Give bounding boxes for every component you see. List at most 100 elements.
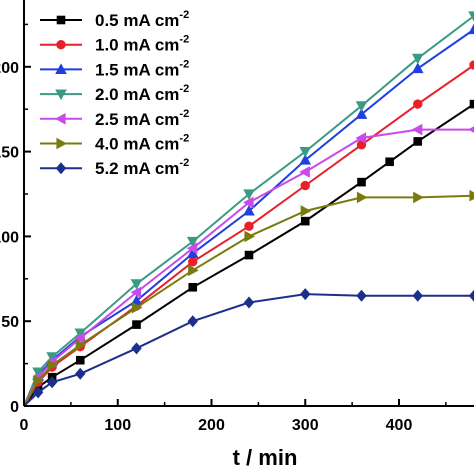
data-point xyxy=(244,221,254,231)
data-point xyxy=(32,367,44,379)
legend-entry: 5.2 mA cm-2 xyxy=(40,157,189,178)
data-point xyxy=(355,108,368,119)
data-point xyxy=(244,250,254,260)
data-point xyxy=(355,101,368,112)
series-line xyxy=(23,128,474,407)
data-point xyxy=(413,137,423,146)
legend-label: 1.0 mA cm-2 xyxy=(95,34,189,55)
data-point xyxy=(469,99,474,109)
legend-entry: 0.5 mA cm-2 xyxy=(40,9,189,30)
series-line xyxy=(23,28,474,407)
x-tick-label: 100 xyxy=(104,417,131,434)
data-point xyxy=(468,126,474,133)
data-point xyxy=(132,320,141,329)
data-point xyxy=(188,282,198,292)
axes: 0 100 200 300 400 0 50 100 150 200 xyxy=(0,0,474,434)
x-tick-label: 300 xyxy=(292,417,319,434)
legend-label: 1.5 mA cm-2 xyxy=(95,58,189,79)
data-point xyxy=(300,205,312,217)
data-point xyxy=(468,23,474,35)
x-tick-label: 200 xyxy=(198,417,225,434)
data-point xyxy=(469,60,474,70)
data-point xyxy=(131,301,143,314)
legend-entry: 2.0 mA cm-2 xyxy=(40,83,189,104)
data-point xyxy=(243,189,255,200)
data-point xyxy=(243,296,255,309)
legend-label: 5.2 mA cm-2 xyxy=(95,157,189,178)
data-point xyxy=(188,264,199,277)
data-point xyxy=(468,11,474,22)
series-1 xyxy=(23,99,474,407)
data-point xyxy=(413,99,423,109)
data-point xyxy=(244,230,255,243)
legend: 0.5 mA cm-2 1.0 mA cm-2 1.5 mA cm-2 2.0 mA … xyxy=(40,9,189,178)
data-point xyxy=(356,191,368,204)
data-point xyxy=(385,157,394,167)
y-tick-label: 200 xyxy=(0,60,19,77)
data-point xyxy=(411,62,424,74)
plot-series xyxy=(23,11,474,407)
data-point xyxy=(468,289,474,302)
series-7 xyxy=(23,288,474,407)
legend-marker xyxy=(55,63,67,74)
data-point xyxy=(300,180,310,191)
legend-label: 2.5 mA cm-2 xyxy=(95,108,189,129)
data-point xyxy=(131,342,142,355)
data-point xyxy=(47,359,59,372)
data-point xyxy=(411,123,423,136)
x-axis-title: t / min xyxy=(233,445,298,470)
data-point xyxy=(186,247,199,258)
legend-marker xyxy=(55,162,67,175)
data-point xyxy=(299,154,312,165)
data-point xyxy=(46,352,58,363)
x-tick-label: 0 xyxy=(20,417,29,434)
legend-marker xyxy=(56,40,66,50)
legend-label: 0.5 mA cm-2 xyxy=(95,9,189,30)
data-point xyxy=(32,386,44,399)
data-point xyxy=(46,376,58,389)
data-point xyxy=(186,242,198,255)
x-tick-label: 400 xyxy=(386,417,413,434)
y-tick-label: 0 xyxy=(10,399,19,416)
data-point xyxy=(187,315,198,328)
legend-label: 4.0 mA cm-2 xyxy=(95,133,189,154)
data-point xyxy=(412,289,423,302)
legend-entry: 1.0 mA cm-2 xyxy=(40,34,189,55)
data-point xyxy=(356,289,367,302)
data-point xyxy=(300,216,310,226)
data-point xyxy=(469,189,474,202)
legend-entry: 4.0 mA cm-2 xyxy=(40,133,189,154)
data-point xyxy=(411,53,424,65)
data-point xyxy=(413,191,424,204)
legend-marker xyxy=(55,89,67,101)
data-point xyxy=(300,288,311,301)
data-point xyxy=(75,367,86,380)
legend-marker xyxy=(55,113,66,125)
legend-entry: 1.5 mA cm-2 xyxy=(40,58,189,79)
series-5 xyxy=(23,123,474,407)
data-point xyxy=(243,196,254,209)
data-point xyxy=(355,132,367,144)
legend-entry: 2.5 mA cm-2 xyxy=(40,108,189,129)
legend-label: 2.0 mA cm-2 xyxy=(95,83,189,104)
data-point xyxy=(33,374,45,387)
data-point xyxy=(130,279,143,290)
series-line xyxy=(23,293,474,407)
series-6 xyxy=(23,189,474,407)
data-point xyxy=(74,332,85,344)
data-point xyxy=(188,257,198,267)
data-point xyxy=(130,286,142,299)
data-point xyxy=(299,166,310,178)
data-point xyxy=(74,328,87,340)
legend-marker xyxy=(56,137,67,150)
data-point xyxy=(75,355,85,365)
data-point xyxy=(75,339,87,351)
y-tick-label: 50 xyxy=(1,314,19,331)
data-point xyxy=(186,236,199,248)
y-tick-label: 100 xyxy=(0,229,19,246)
data-point xyxy=(299,147,312,158)
legend-marker xyxy=(56,15,66,25)
data-point xyxy=(357,177,366,187)
data-point xyxy=(243,204,255,216)
